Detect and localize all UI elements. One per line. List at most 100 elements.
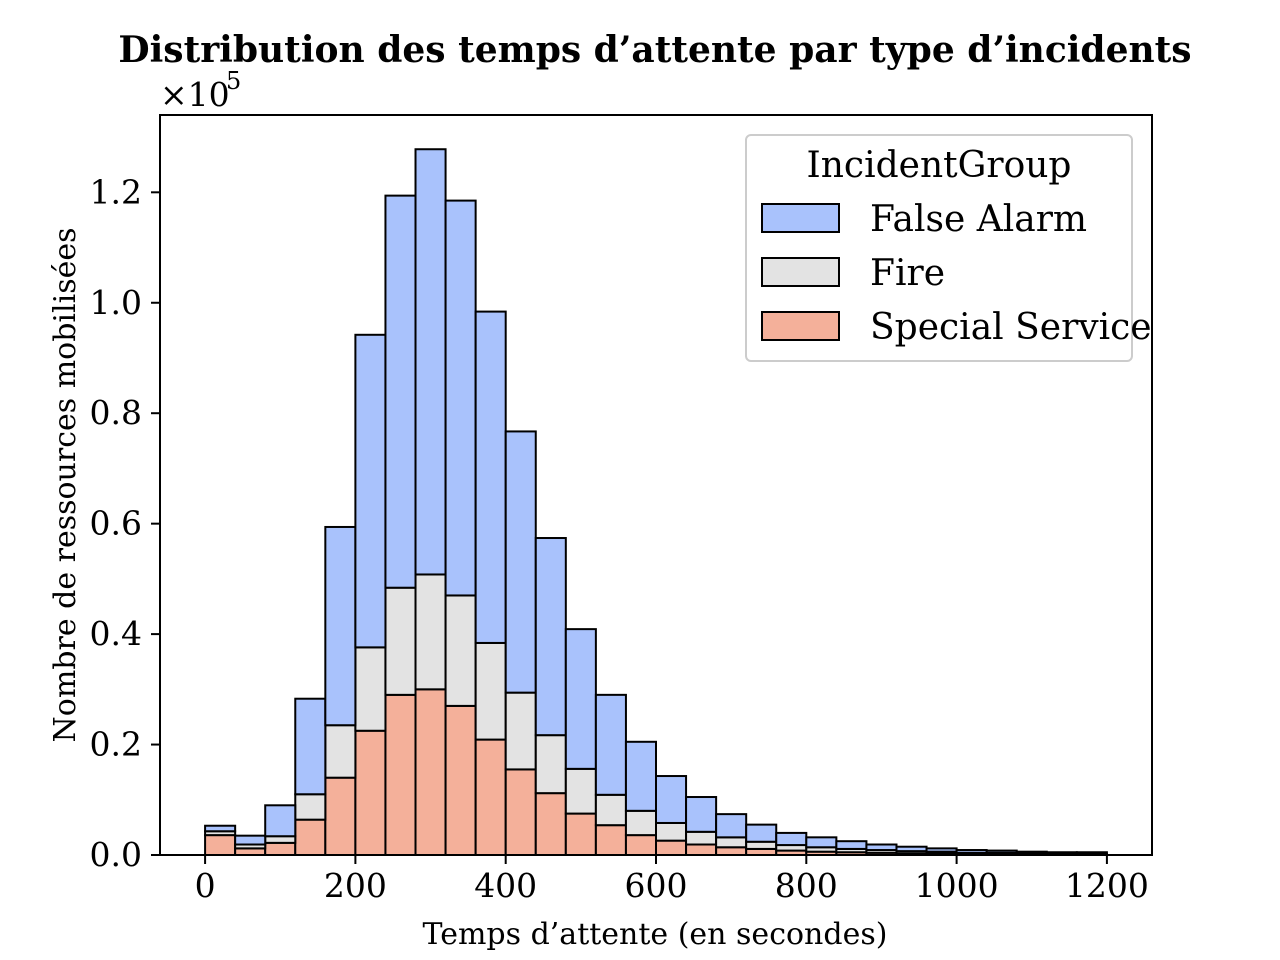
bar-special-service-9 bbox=[474, 738, 507, 856]
bar-false-alarm-14 bbox=[624, 740, 657, 812]
bar-false-alarm-12 bbox=[564, 628, 597, 770]
bar-fire-17 bbox=[715, 836, 748, 849]
y-scale-multiplier-base: ×10 bbox=[160, 75, 230, 114]
bar-fire-11 bbox=[534, 734, 567, 795]
bar-special-service-7 bbox=[414, 688, 447, 857]
chart-title: Distribution des temps d’attente par typ… bbox=[118, 29, 1191, 71]
bar-false-alarm-4 bbox=[324, 525, 357, 727]
x-axis-label: Temps d’attente (en secondes) bbox=[423, 917, 888, 952]
bar-false-alarm-7 bbox=[414, 148, 447, 576]
bar-special-service-3 bbox=[294, 818, 327, 857]
y-scale-multiplier-exponent: 5 bbox=[226, 67, 241, 95]
bar-false-alarm-16 bbox=[685, 796, 718, 833]
legend-item-fire: Fire bbox=[761, 253, 945, 294]
legend-item-false-alarm: False Alarm bbox=[761, 199, 1087, 240]
y-tick-label: 0.4 bbox=[90, 614, 142, 653]
x-tick-label: 800 bbox=[775, 866, 838, 905]
bar-false-alarm-29 bbox=[1075, 851, 1108, 855]
axis-ticks: 0 200 400 600 800 1000 1200 0.0 0.2 0.4 0.6 0.8 1.0 1… bbox=[90, 172, 1149, 905]
bar-false-alarm-10 bbox=[504, 430, 537, 694]
y-tick-label: 0.6 bbox=[90, 504, 142, 543]
bar-special-service-11 bbox=[534, 792, 567, 856]
bar-false-alarm-15 bbox=[655, 775, 688, 824]
y-tick-label: 0.8 bbox=[90, 393, 142, 432]
bar-fire-6 bbox=[384, 586, 417, 696]
series-false-alarm bbox=[204, 148, 1108, 855]
bar-false-alarm-22 bbox=[865, 843, 898, 852]
bar-false-alarm-5 bbox=[354, 333, 387, 649]
x-tick-label: 600 bbox=[625, 866, 688, 905]
bar-false-alarm-11 bbox=[534, 537, 567, 737]
bar-false-alarm-8 bbox=[444, 199, 477, 597]
bar-false-alarm-2 bbox=[264, 804, 297, 838]
bar-fire-13 bbox=[594, 793, 627, 827]
bar-special-service-14 bbox=[624, 834, 657, 856]
bar-fire-7 bbox=[414, 573, 447, 691]
bar-false-alarm-1 bbox=[234, 834, 267, 846]
x-tick-label: 200 bbox=[324, 866, 387, 905]
bar-special-service-2 bbox=[264, 841, 297, 857]
y-tick-label: 1.2 bbox=[90, 172, 142, 211]
bar-false-alarm-6 bbox=[384, 194, 417, 589]
bar-special-service-17 bbox=[715, 846, 748, 857]
bar-fire-15 bbox=[655, 821, 688, 842]
bar-fire-4 bbox=[324, 724, 357, 779]
bar-special-service-12 bbox=[564, 812, 597, 857]
y-tick-label: 1.0 bbox=[90, 283, 142, 322]
bar-false-alarm-3 bbox=[294, 697, 327, 796]
bar-fire-10 bbox=[504, 691, 537, 771]
bar-special-service-10 bbox=[504, 768, 537, 857]
bar-false-alarm-17 bbox=[715, 813, 748, 839]
bar-special-service-5 bbox=[354, 729, 387, 857]
bar-special-service-0 bbox=[204, 834, 237, 856]
legend-label: Special Service bbox=[870, 307, 1152, 348]
legend-swatch bbox=[761, 311, 840, 341]
bar-false-alarm-24 bbox=[925, 847, 958, 853]
bar-special-service-15 bbox=[655, 839, 688, 856]
bar-false-alarm-9 bbox=[474, 310, 507, 644]
y-scale-multiplier: ×10 5 bbox=[160, 67, 241, 114]
legend-title: IncidentGroup bbox=[807, 145, 1072, 186]
y-tick-label: 0.2 bbox=[90, 725, 142, 764]
bar-false-alarm-28 bbox=[1045, 851, 1078, 855]
bar-special-service-4 bbox=[324, 776, 357, 857]
series-special-service bbox=[204, 688, 1108, 857]
bar-false-alarm-25 bbox=[955, 849, 988, 854]
bar-false-alarm-26 bbox=[985, 849, 1018, 854]
bar-fire-3 bbox=[294, 793, 327, 821]
bar-fire-9 bbox=[474, 641, 507, 741]
bar-fire-18 bbox=[745, 840, 778, 850]
bar-false-alarm-23 bbox=[895, 845, 928, 853]
bar-special-service-13 bbox=[594, 824, 627, 856]
bar-fire-14 bbox=[624, 809, 657, 837]
y-axis-label: Nombre de ressources mobilisées bbox=[48, 228, 83, 743]
x-tick-label: 0 bbox=[195, 866, 216, 905]
bar-false-alarm-0 bbox=[204, 824, 237, 833]
bar-false-alarm-13 bbox=[594, 693, 627, 796]
legend: IncidentGroup False Alarm Fire Special Serv… bbox=[745, 134, 1152, 362]
bar-special-service-6 bbox=[384, 693, 417, 857]
bar-false-alarm-27 bbox=[1015, 850, 1048, 855]
bar-false-alarm-19 bbox=[775, 831, 808, 847]
legend-swatch bbox=[761, 203, 840, 233]
bar-fire-16 bbox=[685, 830, 718, 846]
y-tick-label: 0.0 bbox=[90, 835, 142, 874]
x-tick-label: 400 bbox=[474, 866, 537, 905]
legend-label: False Alarm bbox=[870, 199, 1087, 240]
legend-item-special-service: Special Service bbox=[761, 307, 1152, 348]
bar-fire-5 bbox=[354, 646, 387, 732]
x-tick-label: 1000 bbox=[915, 866, 999, 905]
bar-fire-12 bbox=[564, 767, 597, 815]
bar-false-alarm-21 bbox=[835, 840, 868, 850]
bar-false-alarm-18 bbox=[745, 823, 778, 843]
legend-box bbox=[745, 134, 1133, 362]
bar-special-service-16 bbox=[685, 843, 718, 856]
x-tick-label: 1200 bbox=[1065, 866, 1149, 905]
legend-label: Fire bbox=[870, 253, 945, 294]
bar-special-service-8 bbox=[444, 704, 477, 856]
plot-area bbox=[204, 148, 1108, 857]
bar-false-alarm-20 bbox=[805, 836, 838, 849]
bar-fire-8 bbox=[444, 594, 477, 707]
legend-swatch bbox=[761, 257, 840, 287]
